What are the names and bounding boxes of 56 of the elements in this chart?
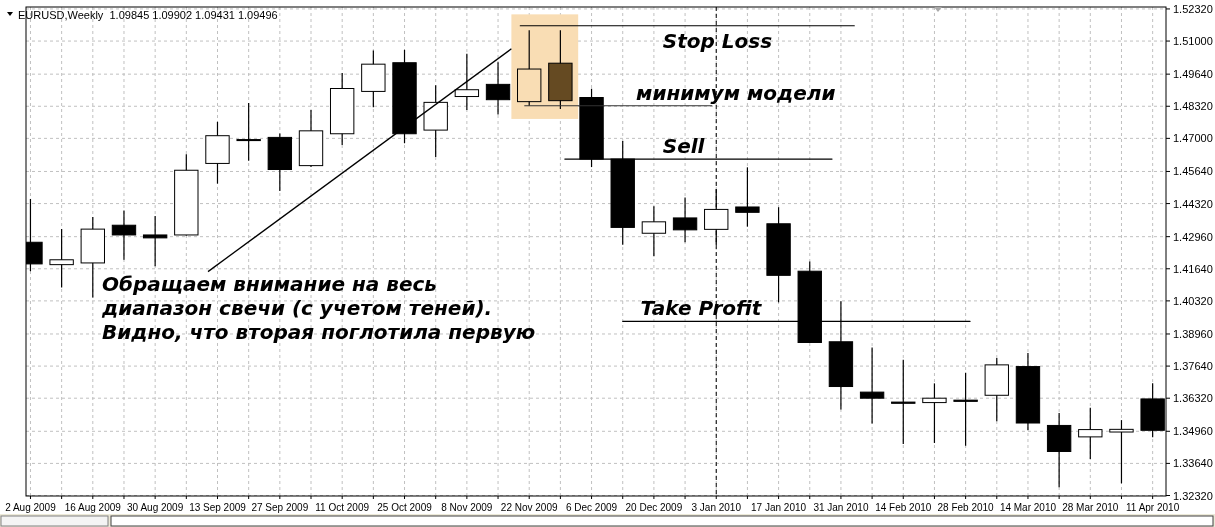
- candlestick: [891, 359, 916, 445]
- candlestick: [485, 61, 511, 116]
- x-tick-label: 28 Mar 2010: [1062, 502, 1119, 513]
- candlestick: [672, 196, 698, 243]
- y-tick-label: 1.40320: [1173, 294, 1213, 307]
- candlestick: [953, 372, 978, 447]
- x-tick-label: 13 Sep 2009: [189, 502, 247, 513]
- y-tick-label: 1.44320: [1173, 197, 1213, 210]
- candlestick: [454, 53, 480, 111]
- y-tick-label: 1.52320: [1173, 2, 1213, 15]
- candlestick: [236, 102, 261, 162]
- x-tick-label: 22 Nov 2009: [500, 502, 558, 513]
- y-tick-label: 1.36320: [1173, 392, 1213, 405]
- y-tick-label: 1.45640: [1173, 165, 1213, 178]
- x-tick-label: 25 Oct 2009: [377, 502, 433, 513]
- x-tick-label: 2 Aug 2009: [5, 502, 57, 513]
- candlestick: [111, 209, 137, 261]
- y-tick-label: 1.49640: [1173, 68, 1213, 81]
- y-tick-label: 1.51000: [1173, 35, 1213, 48]
- candlestick: [641, 205, 667, 257]
- y-tick-label: 1.38960: [1173, 327, 1213, 340]
- y-tick-label: 1.37640: [1173, 360, 1213, 373]
- chart-title: EURUSD,Weekly 1.09845 1.09902 1.09431 1.09496: [18, 9, 278, 21]
- x-tick-label: 3 Jan 2010: [691, 502, 742, 513]
- candlestick: [142, 215, 168, 267]
- x-tick-label: 31 Jan 2010: [813, 502, 869, 513]
- annotation: Обращаем внимание на весь диапазон свечи (с учетом теней). Видно, что вторая поглотила первую: [101, 271, 536, 344]
- x-tick-label: 6 Dec 2009: [565, 502, 618, 513]
- candlestick: [859, 347, 885, 425]
- x-tick-label: 11 Oct 2009: [315, 502, 370, 513]
- x-tick-label: 14 Mar 2010: [999, 502, 1057, 513]
- x-tick-label: 11 Apr 2010: [1126, 502, 1180, 513]
- annotation: Take Profit: [640, 296, 763, 321]
- y-tick-label: 1.32320: [1173, 489, 1213, 502]
- x-tick-label: 27 Sep 2009: [251, 502, 309, 513]
- x-tick-label: 14 Feb 2010: [875, 502, 932, 513]
- x-tick-label: 8 Nov 2009: [441, 502, 493, 513]
- candlestick: [49, 228, 74, 289]
- x-tick-label: 16 Aug 2009: [64, 502, 122, 513]
- y-tick-label: 1.41640: [1173, 262, 1213, 275]
- y-tick-label: 1.47000: [1173, 132, 1213, 145]
- candlestick: [922, 382, 947, 444]
- annotation: Stop Loss: [662, 28, 773, 53]
- y-tick-label: 1.42960: [1173, 230, 1213, 243]
- x-tick-label: 28 Feb 2010: [937, 502, 995, 513]
- y-tick-label: 1.33640: [1173, 457, 1213, 470]
- candlestick: [1109, 419, 1134, 484]
- candlestick: [1078, 407, 1103, 460]
- candlestick: [735, 166, 760, 228]
- y-tick-label: 1.34960: [1173, 425, 1213, 438]
- annotation: минимум модели: [636, 80, 836, 105]
- x-tick-label: 17 Jan 2010: [751, 502, 807, 513]
- x-tick-label: 20 Dec 2009: [625, 502, 683, 513]
- annotation: Sell: [662, 134, 706, 159]
- y-tick-label: 1.48320: [1173, 100, 1213, 113]
- x-tick-label: 30 Aug 2009: [127, 502, 184, 513]
